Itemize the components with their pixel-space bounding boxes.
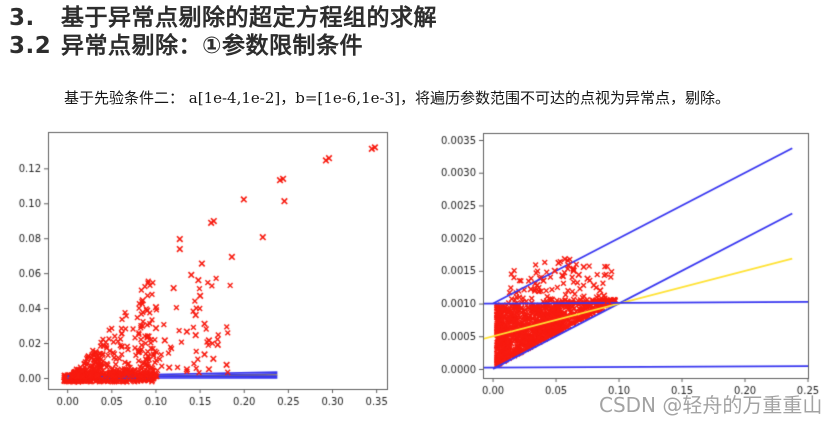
section-title-text: 基于异常点剔除的超定方程组的求解 (61, 5, 437, 31)
right-plot-canvas (428, 125, 828, 421)
csdn-watermark: CSDN @轻舟的万重重山 (599, 393, 823, 417)
page-title-line-1: 3. 基于异常点剔除的超定方程组的求解 (9, 5, 437, 31)
section-number: 3. (9, 5, 35, 31)
left-plot-canvas (0, 125, 400, 421)
subsection-number: 3.2 (9, 33, 52, 59)
page-title-line-2: 3.2 异常点剔除：①参数限制条件 (9, 33, 363, 59)
subsection-title-text: 异常点剔除：①参数限制条件 (61, 33, 363, 59)
caption-text: 基于先验条件二： a[1e-4,1e-2]，b=[1e-6,1e-3]，将遍历参… (64, 89, 730, 107)
